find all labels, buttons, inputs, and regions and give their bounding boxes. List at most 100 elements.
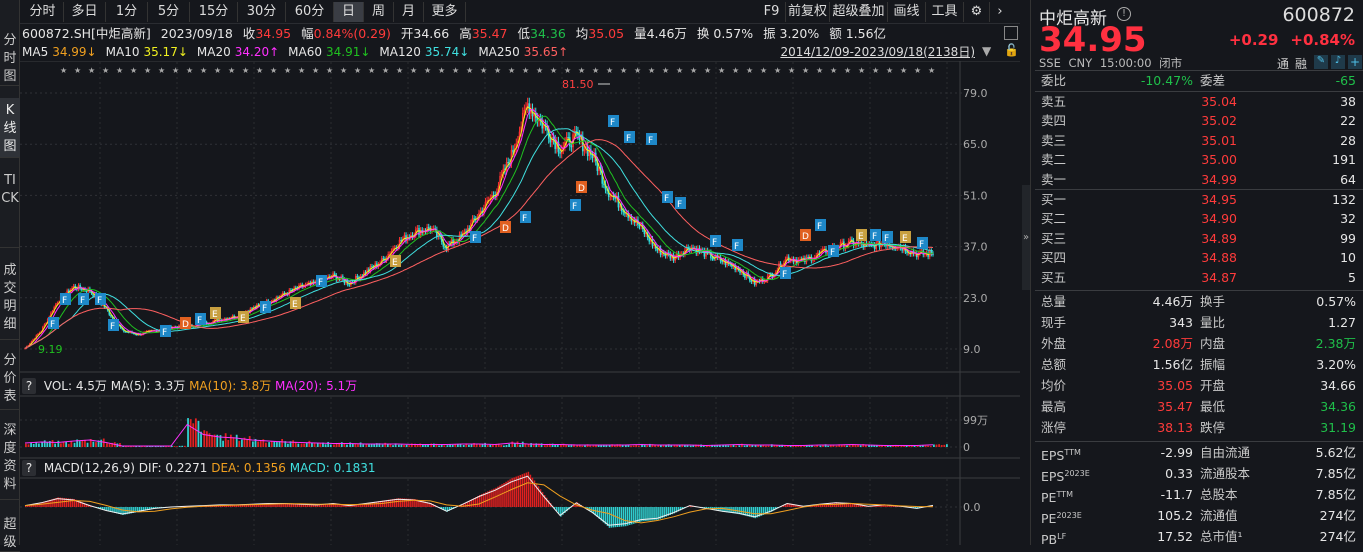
event-star-icon[interactable]: ★ <box>564 66 571 75</box>
vtab-2[interactable]: TICK <box>0 168 20 248</box>
date-range[interactable]: 2014/12/09-2023/09/18(2138日) <box>780 43 975 60</box>
vtab-3[interactable]: 成交明细 <box>0 258 20 340</box>
event-star-icon[interactable]: ★ <box>662 66 669 75</box>
period-tab-1[interactable]: 多日 <box>64 2 106 22</box>
event-star-icon[interactable]: ★ <box>172 66 179 75</box>
event-star-icon[interactable]: ★ <box>494 66 501 75</box>
event-star-icon[interactable]: ★ <box>928 66 935 75</box>
volume-help-button[interactable]: ? <box>22 378 36 394</box>
period-tab-8[interactable]: 周 <box>364 2 394 22</box>
event-star-icon[interactable]: ★ <box>522 66 529 75</box>
event-star-icon[interactable]: ★ <box>606 66 613 75</box>
event-star-icon[interactable]: ★ <box>690 66 697 75</box>
event-badge-f[interactable]: F <box>260 301 271 314</box>
event-badge-f[interactable]: F <box>828 245 839 258</box>
tool-button-2[interactable]: 超级叠加 <box>830 2 888 22</box>
tool-button-4[interactable]: 工具 <box>926 2 964 22</box>
event-badge-f[interactable]: F <box>160 325 171 338</box>
event-star-icon[interactable]: ★ <box>788 66 795 75</box>
event-badge-e[interactable]: E <box>238 311 249 324</box>
event-badge-e[interactable]: E <box>900 231 911 244</box>
event-star-icon[interactable]: ★ <box>396 66 403 75</box>
event-star-icon[interactable]: ★ <box>858 66 865 75</box>
add-icon[interactable]: + <box>1348 55 1362 69</box>
event-star-icon[interactable]: ★ <box>382 66 389 75</box>
event-badge-d[interactable]: D <box>180 317 191 330</box>
event-star-icon[interactable]: ★ <box>214 66 221 75</box>
event-star-icon[interactable]: ★ <box>676 66 683 75</box>
event-badge-d[interactable]: D <box>800 229 811 242</box>
period-tab-3[interactable]: 5分 <box>148 2 190 22</box>
event-badge-e[interactable]: E <box>290 297 301 310</box>
event-star-icon[interactable]: ★ <box>284 66 291 75</box>
event-star-icon[interactable]: ★ <box>634 66 641 75</box>
event-badge-f[interactable]: F <box>780 267 791 280</box>
event-badge-f[interactable]: F <box>732 239 743 252</box>
macd-help-button[interactable]: ? <box>22 460 36 476</box>
event-star-icon[interactable]: ★ <box>340 66 347 75</box>
event-star-icon[interactable]: ★ <box>410 66 417 75</box>
event-star-icon[interactable]: ★ <box>424 66 431 75</box>
event-badge-f[interactable]: F <box>662 191 673 204</box>
event-badge-f[interactable]: F <box>60 293 71 306</box>
event-star-icon[interactable]: ★ <box>886 66 893 75</box>
event-badge-e[interactable]: E <box>390 255 401 268</box>
event-badge-f[interactable]: F <box>78 293 89 306</box>
event-star-icon[interactable]: ★ <box>88 66 95 75</box>
event-star-icon[interactable]: ★ <box>578 66 585 75</box>
event-badge-f[interactable]: F <box>48 317 59 330</box>
period-tab-9[interactable]: 月 <box>394 2 424 22</box>
period-tab-4[interactable]: 15分 <box>190 2 238 22</box>
period-tab-0[interactable]: 分时 <box>22 2 64 22</box>
event-star-icon[interactable]: ★ <box>116 66 123 75</box>
unlock-icon[interactable]: 🔓 <box>1004 43 1019 57</box>
event-badge-f[interactable]: F <box>108 319 119 332</box>
event-star-icon[interactable]: ★ <box>872 66 879 75</box>
event-badge-d[interactable]: D <box>500 221 511 234</box>
event-star-icon[interactable]: ★ <box>368 66 375 75</box>
chevron-right-icon[interactable]: › <box>990 2 1010 22</box>
event-star-icon[interactable]: ★ <box>508 66 515 75</box>
event-star-icon[interactable]: ★ <box>760 66 767 75</box>
event-badge-f[interactable]: F <box>316 275 327 288</box>
range-dropdown-icon[interactable]: ▼ <box>982 44 991 58</box>
vtab-6[interactable]: 超级 <box>0 512 20 552</box>
event-star-icon[interactable]: ★ <box>816 66 823 75</box>
period-tab-6[interactable]: 60分 <box>286 2 334 22</box>
vtab-5[interactable]: 深度资料 <box>0 418 20 500</box>
event-star-icon[interactable]: ★ <box>620 66 627 75</box>
tool-button-1[interactable]: 前复权 <box>786 2 830 22</box>
event-star-icon[interactable]: ★ <box>732 66 739 75</box>
layout-icon[interactable] <box>1004 26 1018 40</box>
event-star-icon[interactable]: ★ <box>830 66 837 75</box>
vtab-4[interactable]: 分价表 <box>0 348 20 410</box>
event-star-icon[interactable]: ★ <box>844 66 851 75</box>
event-star-icon[interactable]: ★ <box>186 66 193 75</box>
event-star-icon[interactable]: ★ <box>158 66 165 75</box>
event-badge-e[interactable]: E <box>856 229 867 242</box>
period-tab-5[interactable]: 30分 <box>238 2 286 22</box>
event-star-icon[interactable]: ★ <box>242 66 249 75</box>
event-star-icon[interactable]: ★ <box>900 66 907 75</box>
event-badge-f[interactable]: F <box>710 235 721 248</box>
event-badge-f[interactable]: F <box>882 231 893 244</box>
event-star-icon[interactable]: ★ <box>802 66 809 75</box>
tool-button-0[interactable]: F9 <box>758 2 786 22</box>
event-star-icon[interactable]: ★ <box>718 66 725 75</box>
vtab-1[interactable]: K线图 <box>0 98 20 158</box>
event-star-icon[interactable]: ★ <box>354 66 361 75</box>
event-badge-f[interactable]: F <box>470 231 481 244</box>
event-star-icon[interactable]: ★ <box>312 66 319 75</box>
period-tab-7[interactable]: 日 <box>334 2 364 22</box>
event-star-icon[interactable]: ★ <box>438 66 445 75</box>
event-badge-f[interactable]: F <box>195 313 206 326</box>
event-badge-d[interactable]: D <box>576 181 587 194</box>
event-star-icon[interactable]: ★ <box>144 66 151 75</box>
event-star-icon[interactable]: ★ <box>550 66 557 75</box>
event-star-icon[interactable]: ★ <box>270 66 277 75</box>
event-badge-f[interactable]: F <box>520 211 531 224</box>
period-tab-2[interactable]: 1分 <box>106 2 148 22</box>
event-star-icon[interactable]: ★ <box>200 66 207 75</box>
event-badge-f[interactable]: F <box>870 229 881 242</box>
event-star-icon[interactable]: ★ <box>228 66 235 75</box>
